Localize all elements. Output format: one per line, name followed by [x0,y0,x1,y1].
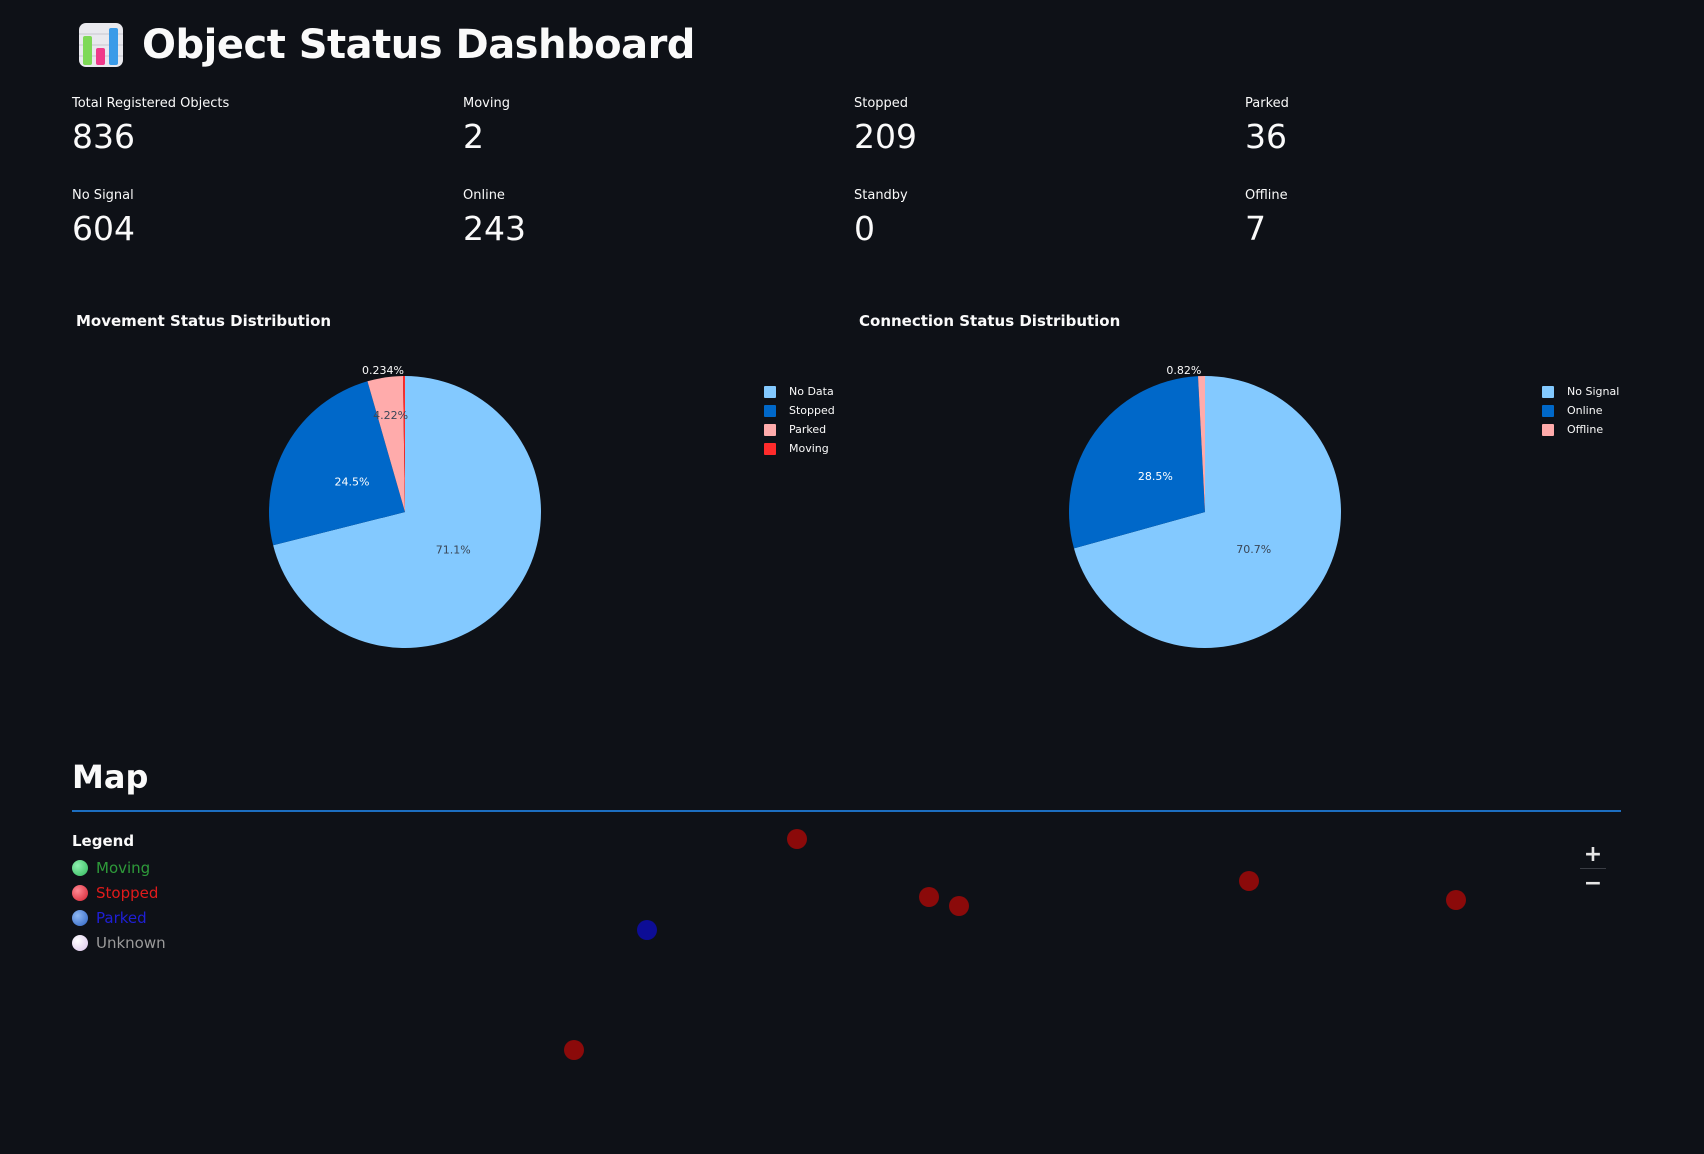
pie-slice-stopped[interactable] [269,381,405,546]
metric-value: 243 [463,209,526,248]
metric-label: Moving [463,96,510,111]
metric-total-registered: Total Registered Objects 836 [72,96,432,156]
metric-offline: Offline 7 [1245,188,1605,248]
map-legend-label: Parked [96,908,147,927]
parked-dot-icon [72,909,88,926]
map-canvas[interactable] [0,812,1704,1154]
legend-label: No Signal [1567,385,1620,398]
legend-swatch [764,404,776,417]
connection-chart-legend: No Signal Online Offline [1542,382,1619,439]
connection-chart-title: Connection Status Distribution [859,312,1121,330]
legend-swatch [1542,423,1554,436]
metric-parked: Parked 36 [1245,96,1605,156]
map-marker-stopped[interactable] [787,829,807,849]
metric-label: Online [463,188,505,203]
metric-value: 36 [1245,117,1287,156]
legend-label: Parked [789,423,827,436]
map-legend-item-stopped: Stopped [72,880,166,905]
legend-label: No Data [789,385,834,398]
metric-label: Parked [1245,96,1289,111]
pie-slice-label: 0.234% [362,364,404,377]
legend-item-stopped[interactable]: Stopped [764,401,835,420]
movement-pie-chart[interactable]: 71.1% 24.5% 4.22% 0.234% [200,360,560,660]
unknown-dot-icon [72,934,88,951]
map-legend-label: Unknown [96,933,166,952]
map-marker-stopped[interactable] [919,887,939,907]
pie-slice-label: 4.22% [373,409,408,422]
metric-label: Stopped [854,96,909,111]
metric-label: Standby [854,188,908,203]
pie-slice-label: 70.7% [1236,543,1271,556]
legend-swatch [1542,385,1554,398]
legend-item-offline[interactable]: Offline [1542,420,1619,439]
map-marker-stopped[interactable] [1446,890,1466,910]
map-heading: Map [72,758,149,796]
pie-slice-label: 71.1% [436,544,471,557]
metric-value: 604 [72,209,135,248]
legend-label: Offline [1567,423,1604,436]
title-row: Object Status Dashboard [78,22,695,68]
bar-chart-emoji-icon [79,23,123,67]
map-legend: Legend Moving Stopped Parked Unknown [72,832,166,955]
pie-slice-online[interactable] [1069,376,1205,549]
movement-chart-title: Movement Status Distribution [76,312,332,330]
metric-label: Total Registered Objects [72,96,230,111]
metric-value: 836 [72,117,135,156]
metric-no-signal: No Signal 604 [72,188,432,248]
metric-label: No Signal [72,188,134,203]
map-markers-layer [564,829,1466,1060]
pie-slice-moving[interactable] [403,376,405,512]
metric-stopped: Stopped 209 [854,96,1214,156]
legend-swatch [764,385,776,398]
legend-item-no-data[interactable]: No Data [764,382,835,401]
legend-label: Stopped [789,404,835,417]
stopped-dot-icon [72,884,88,901]
map-legend-item-parked: Parked [72,905,166,930]
legend-label: Moving [789,442,829,455]
zoom-out-button[interactable]: − [1583,870,1603,896]
map-divider [72,810,1621,812]
metric-value: 209 [854,117,917,156]
metric-online: Online 243 [463,188,823,248]
zoom-separator [1580,868,1606,869]
metric-value: 0 [854,209,875,248]
metric-value: 7 [1245,209,1266,248]
pie-slice-label: 24.5% [334,475,369,488]
zoom-in-button[interactable]: + [1583,841,1603,867]
map-legend-item-moving: Moving [72,855,166,880]
pie-slice-no-data[interactable] [273,376,541,648]
legend-item-no-signal[interactable]: No Signal [1542,382,1619,401]
legend-item-online[interactable]: Online [1542,401,1619,420]
map-zoom-control: + − [1578,840,1608,897]
metric-standby: Standby 0 [854,188,1214,248]
movement-chart-legend: No Data Stopped Parked Moving [764,382,835,458]
pie-slice-offline[interactable] [1197,376,1205,512]
map-legend-title: Legend [72,832,135,850]
map-marker-stopped[interactable] [949,896,969,916]
legend-swatch [764,442,776,455]
map-marker-stopped[interactable] [1239,871,1259,891]
pie-slice-label: 0.82% [1166,364,1201,377]
moving-dot-icon [72,859,88,876]
map-legend-label: Stopped [96,883,159,902]
connection-pie-chart[interactable]: 70.7% 28.5% 0.82% [1000,360,1360,660]
page-title: Object Status Dashboard [142,22,695,68]
legend-swatch [764,423,776,436]
map-marker-parked[interactable] [637,920,657,940]
map-legend-label: Moving [96,858,151,877]
pie-slice-parked[interactable] [367,376,405,512]
legend-swatch [1542,404,1554,417]
legend-item-parked[interactable]: Parked [764,420,835,439]
legend-item-moving[interactable]: Moving [764,439,835,458]
metric-moving: Moving 2 [463,96,823,156]
legend-label: Online [1567,404,1603,417]
map-marker-stopped[interactable] [564,1040,584,1060]
metric-value: 2 [463,117,484,156]
map-legend-item-unknown: Unknown [72,930,166,955]
metric-label: Offline [1245,188,1288,203]
pie-slice-label: 28.5% [1138,470,1173,483]
pie-slice-no-signal[interactable] [1073,376,1341,648]
